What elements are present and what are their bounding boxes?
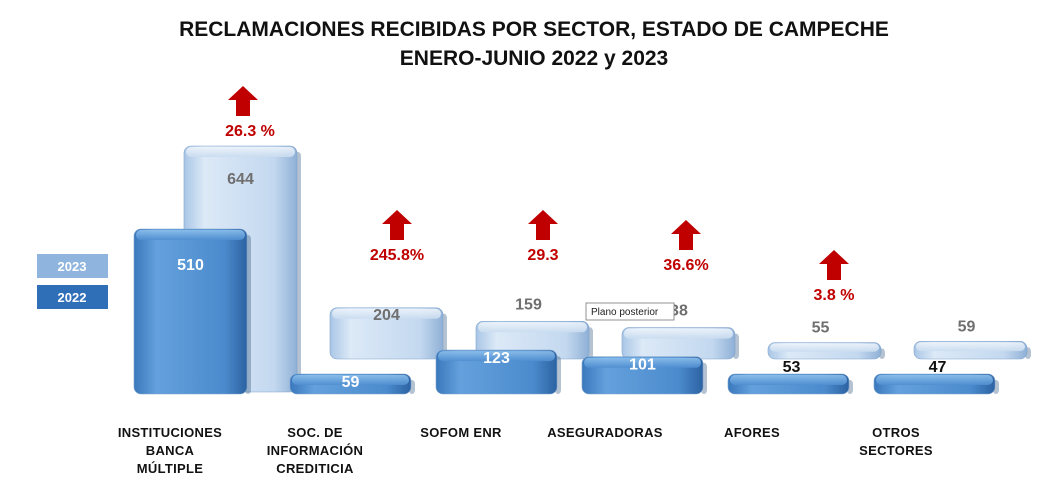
up-arrow-icon [528, 210, 558, 240]
change-label: 29.3 [527, 247, 558, 264]
bar-2023-5 [913, 340, 1031, 360]
bar-2023-4 [767, 342, 885, 360]
tooltip-text: Plano posterior [591, 307, 659, 318]
category-label: MÚLTIPLE [137, 461, 203, 476]
value-label-2022: 123 [483, 350, 510, 367]
bar-2022-3 [581, 356, 707, 395]
change-label: 3.8 % [814, 287, 855, 304]
value-label-2022: 47 [929, 359, 947, 376]
value-label-2022: 53 [783, 359, 801, 376]
change-label: 245.8% [370, 247, 424, 264]
bar-2023-1 [329, 307, 447, 360]
labels-layer: 644 510 26.3 % INSTITUCIONES BANCA MÚLTIPLE 20… [118, 86, 976, 476]
change-label: 26.3 % [225, 123, 275, 140]
bar-2022-1 [289, 373, 415, 395]
legend-swatch [37, 285, 108, 309]
value-label-2023: 59 [958, 318, 976, 335]
category-label: SECTORES [859, 443, 933, 458]
legend-swatch [37, 254, 108, 278]
up-arrow-icon [382, 210, 412, 240]
up-arrow-icon [228, 86, 258, 116]
bar-2023-3 [621, 327, 739, 360]
up-arrow-icon [671, 220, 701, 250]
category-label: BANCA [146, 443, 195, 458]
bar-2022-5 [873, 373, 999, 395]
legend: 2023 2022 [37, 254, 108, 309]
value-label-2023: 55 [812, 320, 830, 337]
chart-subtitle: ENERO-JUNIO 2022 y 2023 [400, 47, 668, 70]
category-label: AFORES [724, 425, 780, 440]
bar-2023-2 [475, 320, 593, 360]
category-label: SOFOM ENR [420, 425, 502, 440]
legend-item-2023: 2023 [37, 254, 108, 278]
bar-2022-4 [727, 373, 853, 395]
category-label: ASEGURADORAS [547, 425, 663, 440]
value-label-2023: 204 [373, 307, 400, 324]
value-label-2022: 510 [177, 257, 204, 274]
legend-item-2022: 2022 [37, 285, 108, 309]
value-label-2023: 159 [515, 296, 542, 313]
category-label: INSTITUCIONES [118, 425, 222, 440]
category-label: SOC. DE [287, 425, 343, 440]
value-label-2023: 644 [227, 171, 254, 188]
value-label-2022: 101 [629, 357, 656, 374]
legend-label: 2022 [58, 290, 87, 305]
category-label: OTROS [872, 425, 920, 440]
value-label-2022: 59 [342, 374, 360, 391]
chart-title: RECLAMACIONES RECIBIDAS POR SECTOR, ESTA… [179, 18, 889, 41]
bar-2022-0 [133, 228, 251, 395]
category-label: CREDITICIA [276, 461, 354, 476]
bars-layer [133, 145, 1031, 395]
up-arrow-icon [819, 250, 849, 280]
legend-label: 2023 [58, 259, 87, 274]
category-label: INFORMACIÓN [267, 443, 363, 458]
change-label: 36.6% [663, 257, 708, 274]
bar-2022-2 [435, 349, 561, 395]
tooltip: Plano posterior [585, 302, 675, 321]
